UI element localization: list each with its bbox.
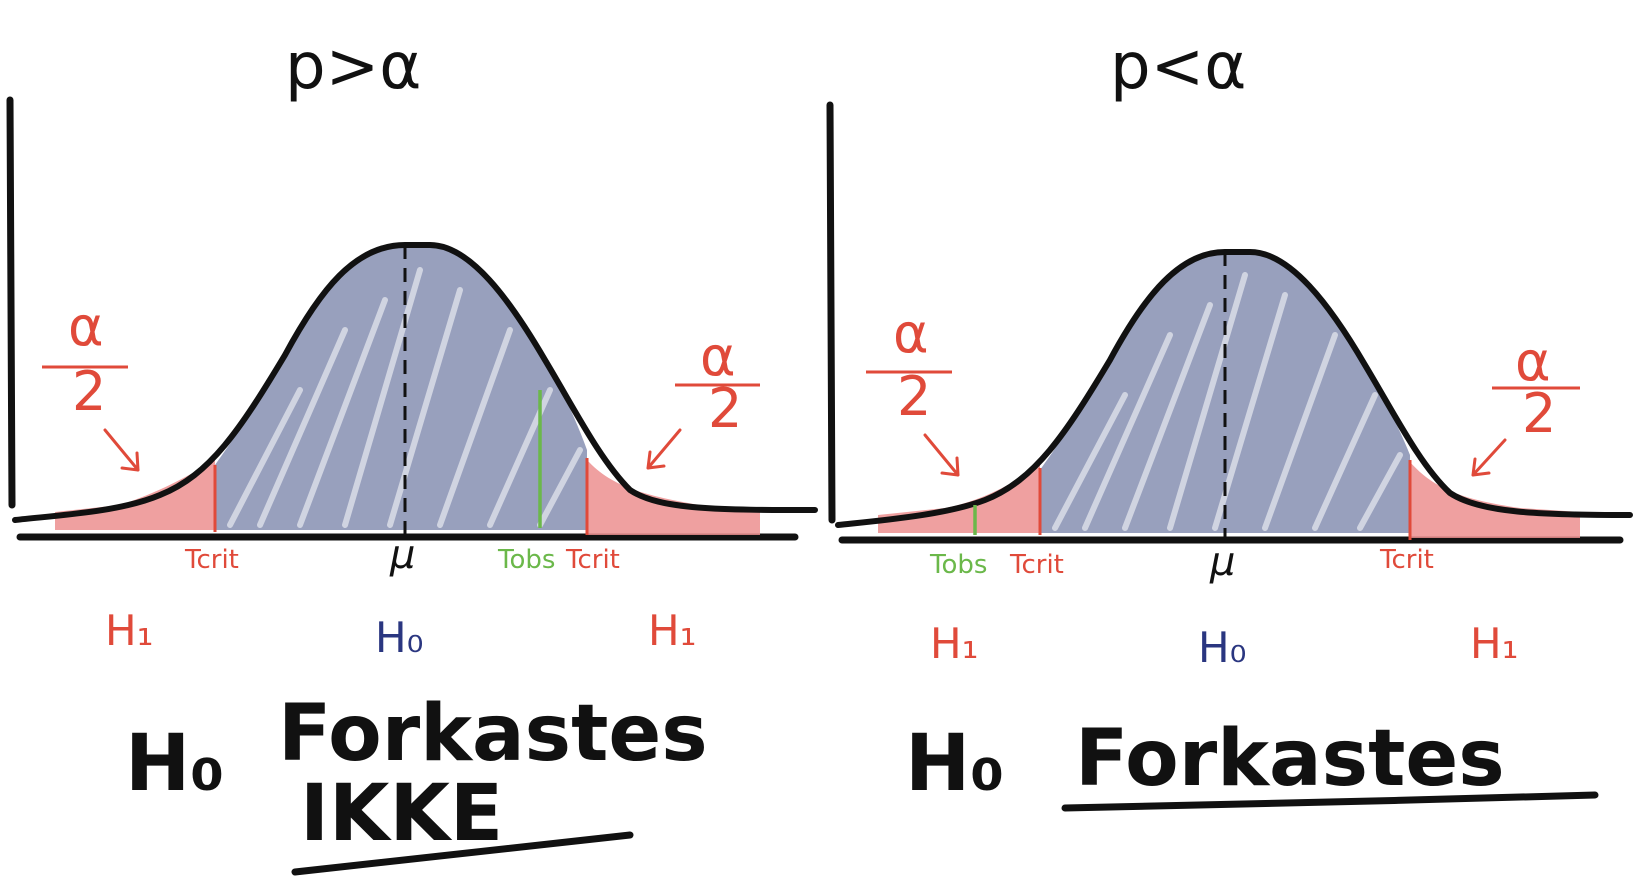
conclusion-word-left: Forkastes [278,689,708,779]
alpha-numerator-right-a: α [893,302,929,365]
arrow-right-b [1471,438,1507,477]
underline-left [291,831,634,876]
rejection-region-left-tail-b [587,460,760,535]
label-mu-right: μ [1209,539,1235,585]
alpha-denominator-left-a: 2 [72,360,106,423]
alpha-numerator-left-a: α [68,295,104,358]
label-h1-right-a: H₁ [930,619,978,668]
arrow-right-a [923,433,960,477]
panel-title-left: p>α [285,30,421,104]
arrow-left-b [646,428,682,470]
label-h1-left-a: H₁ [105,606,153,655]
label-tcrit-right-a: Tcrit [1009,550,1064,580]
underline-right [1061,791,1599,812]
label-h0-right: H₀ [1198,623,1246,672]
shading-strokes-right [1052,272,1403,531]
bell-curve-left [12,242,818,523]
label-tcrit-right-b: Tcrit [1379,545,1434,575]
bell-curve-right [835,249,1633,528]
label-mu-left: μ [389,532,415,578]
alpha-denominator-right-a: 2 [897,365,931,428]
panel-left: p>α α 2 α 2 Tcri [6,30,818,876]
y-axis-left [6,96,16,509]
conclusion-h-left: H₀ [125,719,224,809]
y-axis-right [826,101,836,524]
label-tobs-right: Tobs [929,550,987,580]
label-h1-left-b: H₁ [648,606,696,655]
alpha-numerator-right-b: α [1515,330,1551,393]
label-h0-left: H₀ [375,613,423,662]
arrow-left-a [103,428,140,472]
rejection-region-right-tail-b [1410,462,1580,538]
alpha-numerator-left-b: α [700,325,736,388]
shading-strokes-left [227,267,583,528]
conclusion-neg-left: IKKE [300,769,503,859]
conclusion-h-right: H₀ [905,719,1004,809]
label-tobs-left: Tobs [497,545,555,575]
alpha-denominator-left-b: 2 [708,377,742,440]
panel-title-right: p<α [1110,30,1246,104]
label-h1-right-b: H₁ [1470,619,1518,668]
alpha-denominator-right-b: 2 [1522,382,1556,445]
label-tcrit-left-b: Tcrit [565,545,620,575]
panel-right: p<α α 2 α 2 Tobs Tcrit μ Tcrit H₁ H₀ H₁ … [826,30,1633,812]
conclusion-word-right: Forkastes [1075,714,1505,804]
label-tcrit-left-a: Tcrit [184,545,239,575]
